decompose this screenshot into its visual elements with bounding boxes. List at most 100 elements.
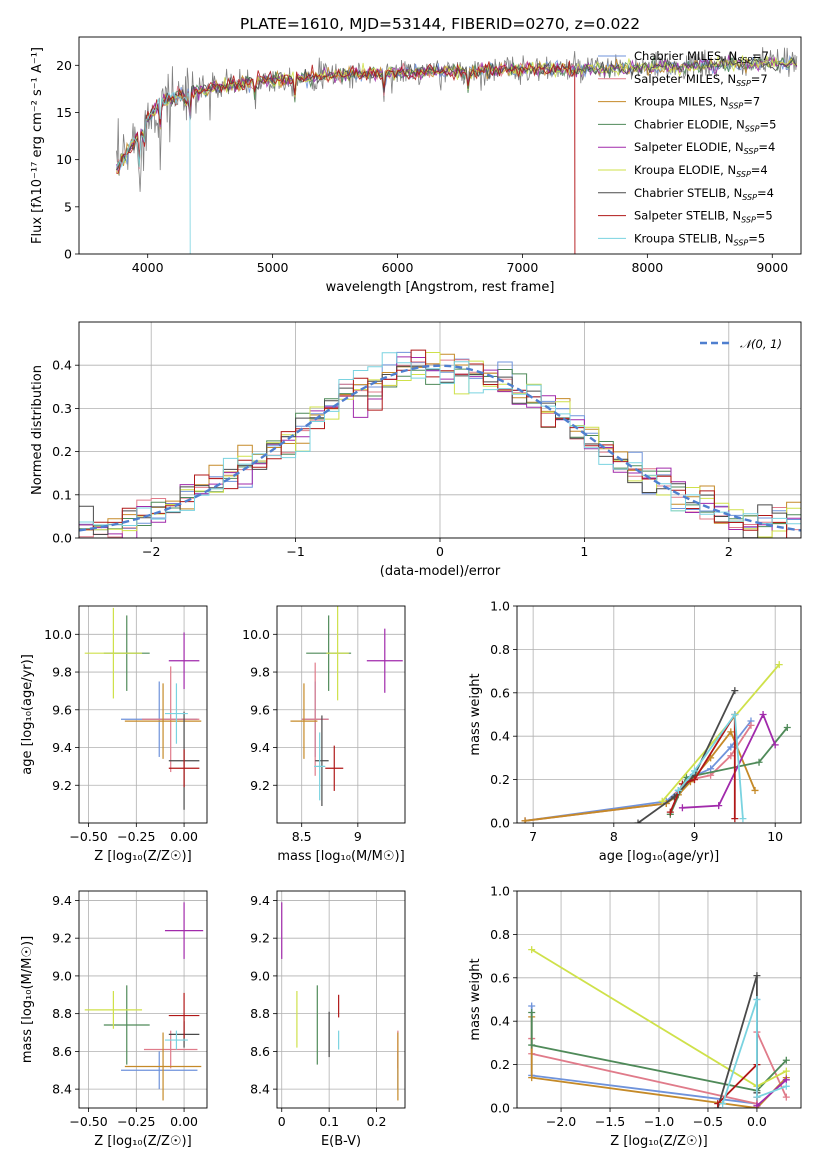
x-axis-label: age [log₁₀(age/yr)] [599,849,720,864]
panel-weight-vs-Z: −2.0 −1.5 −1.0 −0.5 0.0 0.0 0.2 0.4 0.6 0.8 1.0 Z [… [468,884,802,1149]
y-tick-label: 15 [56,105,72,120]
legend-name: Chabrier ELODIE, N [634,117,745,131]
y-tick-label: 0.6 [490,685,510,700]
weight-point-marker [783,724,791,732]
y-tick-label: 10.0 [242,627,270,642]
plot-area-weight-vs-age [517,606,801,823]
axes-frame [276,890,406,1109]
y-tick-label: 0.4 [52,358,72,373]
weight-point-marker [528,1002,536,1010]
panel-weight-vs-age: 7 8 9 10 0.0 0.2 0.4 0.6 0.8 1.0 age [log₁₀(age/yr… [468,599,802,864]
weight-series-line [721,999,787,1104]
legend-entry-label: Chabrier STELIB, NSSP=4 [634,186,774,202]
y-tick-label: 9.0 [52,968,72,983]
x-tick-label: 0.0 [747,1114,767,1129]
x-tick-label: −0.5 [693,1114,723,1129]
axes-frame [276,605,406,824]
weight-series-line [530,1012,787,1092]
y-tick-label: 0.8 [490,642,510,657]
weight-point-marker [782,1093,790,1101]
y-axis-label: mass weight [468,958,483,1040]
weight-point-marker [707,765,715,773]
y-tick-label: 8.6 [52,1044,72,1059]
y-tick-label: 0.0 [490,1101,510,1116]
y-tick-label: 0.1 [52,487,72,502]
model-spectrum-line [116,55,798,171]
x-axis-label: E(B-V) [321,1134,361,1149]
legend-entry-label: Kroupa MILES, NSSP=7 [634,95,760,111]
y-axis-label: Normed distribution [30,365,45,495]
weight-point-marker [782,1067,790,1075]
y-tick-label: 9.4 [52,893,72,908]
panel-age-vs-Z: −0.50 −0.25 0.00 9.2 9.4 9.6 9.8 10.0 Z [log₁₀(Z… [20,605,208,864]
axes-frame [516,890,802,1109]
legend-count: =7 [752,49,769,63]
legend-count: =5 [760,117,777,131]
weight-point-marker [528,946,536,954]
figure-title: PLATE=1610, MJD=53144, FIBERID=0270, z=0… [240,15,640,33]
weight-point-marker [731,711,739,718]
x-tick-label: 5000 [257,260,289,275]
weight-series-line [637,690,736,823]
y-tick-label: 8.8 [52,1006,72,1021]
axes-frame [516,605,802,824]
weight-point-marker [753,1102,761,1108]
y-tick-label: 9.4 [250,893,270,908]
axes-frame [78,605,208,824]
weight-series-line [716,975,758,1108]
x-tick-label: 0.1 [319,1114,339,1129]
legend-count: =7 [743,95,760,109]
x-axis-label: Z [log₁₀(Z/Z☉)] [94,849,191,864]
weight-point-marker [755,758,763,766]
x-tick-label: 0.00 [170,829,198,844]
y-axis-label: Flux [fλ10⁻¹⁷ erg cm⁻² s⁻¹ A⁻¹] [30,47,45,244]
legend-name: Chabrier STELIB, N [634,186,742,200]
x-tick-label: 8000 [631,260,663,275]
legend-name: Kroupa STELIB, N [634,231,734,245]
legend-subscript: SSP [729,102,744,111]
weight-point-marker [727,743,735,751]
weight-point-marker [715,802,723,810]
legend: Chabrier MILES, NSSP=7 Salpeter MILES, NS… [598,49,776,247]
y-tick-label: 8.6 [250,1044,270,1059]
x-tick-label: −0.50 [69,829,107,844]
y-tick-label: 8.8 [250,1006,270,1021]
x-tick-label: 0 [436,544,444,559]
weight-point-marker [528,1074,536,1082]
legend-entry-label: Salpeter STELIB, NSSP=5 [634,209,773,225]
weight-point-marker [678,804,686,812]
weight-point-marker [782,1056,790,1064]
plot-area-residual [79,322,801,538]
y-tick-label: 9.6 [250,702,270,717]
y-tick-label: 0.3 [52,401,72,416]
legend-entry-label: Chabrier MILES, NSSP=7 [634,49,769,65]
weight-point-marker [727,752,735,760]
y-tick-label: 0.2 [52,444,72,459]
weight-point-marker [674,786,682,794]
y-tick-label: 9.2 [52,778,72,793]
plot-area-age-vs-Z [79,606,207,823]
weight-point-marker [782,1076,790,1084]
y-axis-label: mass weight [468,673,483,755]
gaussian-reference-line [79,364,801,532]
legend-subscript: SSP [737,56,752,65]
x-tick-label: 6000 [382,260,414,275]
histogram-step-series [79,352,801,526]
y-tick-label: 9.8 [52,665,72,680]
y-tick-label: 0.2 [490,772,510,787]
weight-series-line [524,730,756,822]
weight-point-marker [521,817,529,823]
y-tick-label: 5 [64,199,72,214]
panel-spectrum: 4000 5000 6000 7000 8000 9000 0 5 10 15 20 waveleng… [30,36,802,295]
weight-point-marker [666,808,674,816]
weight-point-marker [775,661,783,669]
y-tick-label: 9.4 [250,740,270,755]
weight-point-marker [751,786,759,794]
weight-series-line [677,711,744,819]
plot-area-mass-vs-ebv [277,891,405,1108]
axes-frame [78,36,802,255]
legend-entry-label: Salpeter MILES, NSSP=7 [634,72,768,88]
x-tick-label: 0 [278,1114,286,1129]
x-tick-label: 7 [529,829,537,844]
axes-frame [78,890,208,1109]
